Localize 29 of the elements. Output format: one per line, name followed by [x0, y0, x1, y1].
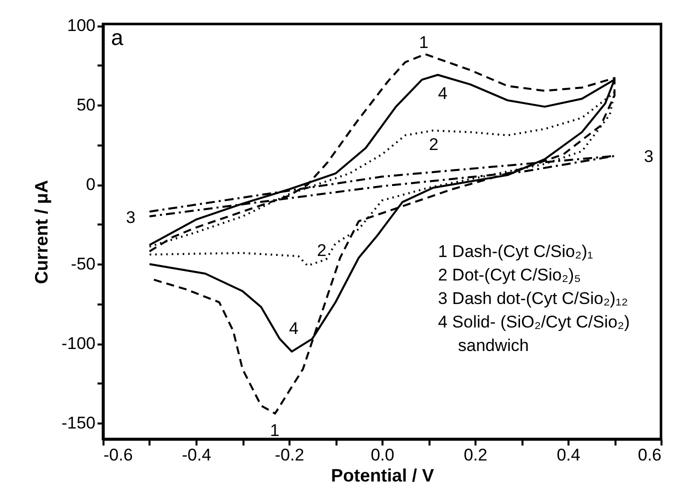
x-axis-title: Potential / V	[330, 466, 434, 486]
y-tick-label: 100	[67, 16, 96, 36]
y-tick-label: -100	[61, 334, 96, 354]
y-tick-label: -150	[61, 414, 96, 433]
x-tick-label: -0.4	[182, 446, 212, 464]
annotation: 1	[270, 421, 280, 440]
x-tick-label: 0.2	[464, 446, 488, 464]
y-tick-label: 0	[86, 175, 96, 194]
annotation: 3	[644, 147, 654, 166]
x-tick-label: -0.6	[104, 446, 133, 464]
x-tick-label: -0.2	[274, 446, 304, 464]
annotation: 2	[317, 241, 326, 260]
y-axis-title: Current / μA	[31, 180, 52, 284]
annotation: 1 Dash-(Cyt C/Sio₂)₁	[438, 242, 594, 261]
annotation: 3 Dash dot-(Cyt C/Sio₂)₁₂	[438, 289, 628, 308]
annotation: a	[111, 25, 124, 50]
annotation: 4	[438, 84, 448, 103]
x-tick-label: 0.0	[370, 446, 394, 464]
annotation: 2	[429, 135, 438, 154]
annotation: sandwich	[458, 336, 529, 355]
annotation: 1	[419, 33, 428, 52]
y-tick-label: 50	[76, 96, 96, 115]
annotation: 2 Dot-(Cyt C/Sio₂)₅	[438, 266, 581, 284]
annotation: 3	[126, 208, 136, 227]
annotation: 4	[289, 319, 298, 338]
annotation: 4 Solid- (SiO₂/Cyt C/Sio₂)	[438, 312, 630, 332]
x-tick-label: 0.6	[638, 446, 662, 464]
x-tick-label: 0.4	[556, 446, 580, 464]
y-tick-label: -50	[70, 254, 96, 274]
